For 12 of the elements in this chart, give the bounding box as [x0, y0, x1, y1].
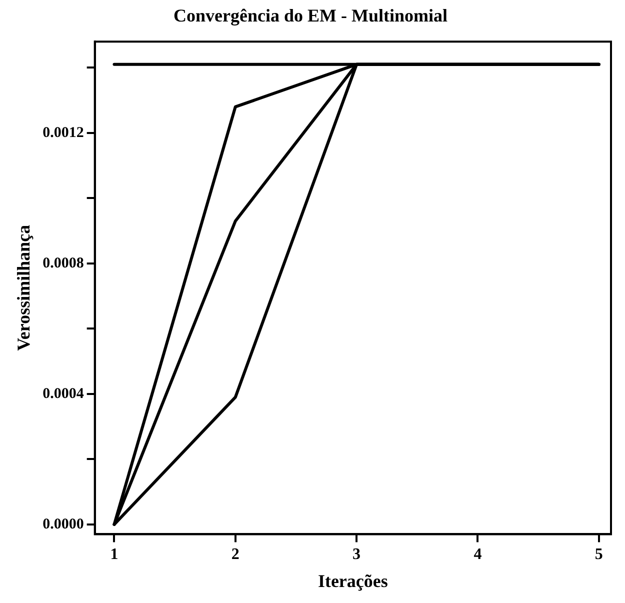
x-tick-label: 1: [110, 546, 118, 563]
y-tick-label: 0.0004: [42, 386, 84, 402]
y-axis-title: Verossimilhança: [13, 224, 34, 351]
x-axis-title: Iterações: [318, 570, 388, 591]
y-tick-label: 0.0012: [42, 124, 84, 141]
x-tick-label: 4: [474, 546, 482, 563]
x-tick-label: 3: [352, 546, 361, 563]
chart-title: Convergência do EM - Multinomial: [174, 5, 448, 26]
x-tick-label: 2: [231, 546, 240, 563]
x-tick-label: 5: [594, 546, 603, 563]
y-tick-label: 0.0008: [42, 255, 84, 272]
y-tick-label: 0.0000: [42, 516, 84, 532]
